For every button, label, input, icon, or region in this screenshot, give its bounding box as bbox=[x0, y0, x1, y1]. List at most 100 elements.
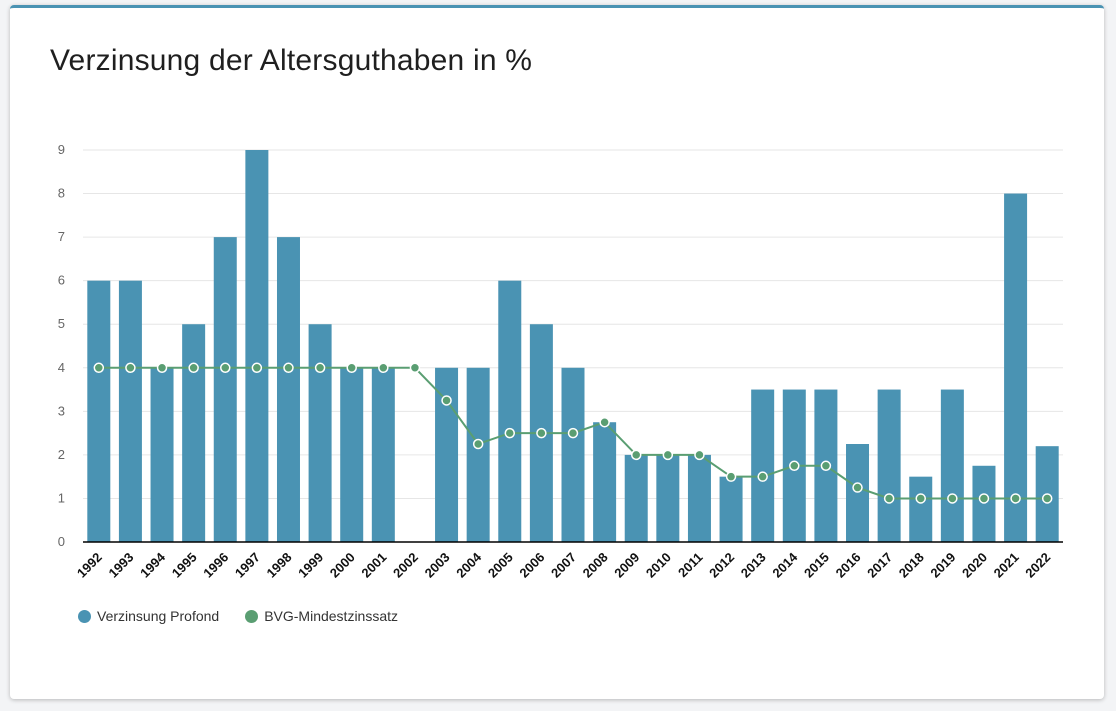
x-tick-label: 2019 bbox=[927, 550, 958, 581]
x-tick-label: 1997 bbox=[232, 550, 263, 581]
y-tick-label: 2 bbox=[58, 447, 65, 462]
line-point bbox=[378, 362, 389, 374]
bar bbox=[909, 476, 933, 542]
x-tick-label: 2003 bbox=[422, 550, 453, 581]
x-tick-label: 2016 bbox=[833, 550, 864, 581]
bar bbox=[624, 454, 648, 542]
bar bbox=[846, 444, 870, 542]
line-point bbox=[757, 471, 768, 482]
line-point bbox=[599, 416, 610, 428]
bar bbox=[561, 367, 585, 542]
bar bbox=[276, 237, 300, 542]
y-tick-label: 3 bbox=[58, 403, 65, 418]
line-point bbox=[472, 438, 484, 450]
line-point bbox=[409, 362, 421, 374]
x-tick-label: 2012 bbox=[706, 550, 737, 581]
bar bbox=[656, 454, 680, 542]
y-tick-label: 6 bbox=[58, 273, 65, 288]
line-point bbox=[820, 460, 832, 472]
line-point bbox=[915, 493, 926, 504]
bar bbox=[245, 150, 269, 542]
line-point bbox=[789, 460, 800, 472]
line-point bbox=[852, 482, 863, 493]
x-tick-label: 2010 bbox=[643, 550, 674, 581]
x-tick-label: 2002 bbox=[390, 550, 421, 581]
bar bbox=[118, 280, 142, 542]
x-tick-label: 2011 bbox=[675, 550, 706, 581]
line-point bbox=[504, 427, 516, 439]
bar bbox=[498, 280, 522, 542]
bar bbox=[435, 367, 459, 542]
chart-title: Verzinsung der Altersguthaben in % bbox=[50, 44, 533, 77]
y-tick-label: 1 bbox=[58, 490, 65, 505]
x-tick-label: 2017 bbox=[864, 550, 895, 581]
bar bbox=[466, 367, 490, 542]
legend-item-profond[interactable]: Verzinsung Profond bbox=[78, 608, 219, 624]
legend-marker-bvg bbox=[245, 609, 259, 623]
x-tick-label: 1998 bbox=[264, 550, 295, 581]
bar bbox=[687, 454, 711, 542]
bar bbox=[371, 367, 395, 542]
line-point bbox=[978, 493, 990, 504]
line-point bbox=[536, 427, 547, 439]
line-point bbox=[567, 427, 579, 439]
line-point bbox=[725, 471, 737, 482]
x-tick-label: 2008 bbox=[580, 550, 611, 581]
bar bbox=[877, 389, 901, 542]
line-point bbox=[662, 449, 674, 461]
x-tick-label: 2022 bbox=[1022, 550, 1053, 581]
bar bbox=[87, 280, 111, 542]
x-tick-label: 1996 bbox=[200, 550, 231, 581]
x-tick-label: 2021 bbox=[991, 550, 1022, 581]
x-tick-label: 1999 bbox=[295, 550, 326, 581]
line-point bbox=[220, 362, 231, 374]
x-tick-label: 1992 bbox=[74, 550, 105, 581]
line-point bbox=[93, 362, 105, 374]
x-tick-label: 2004 bbox=[453, 549, 485, 581]
chart-legend: Verzinsung Profond BVG-Mindestzinssatz bbox=[78, 608, 398, 624]
legend-marker-profond bbox=[78, 609, 91, 623]
line-point bbox=[694, 449, 705, 461]
line-point bbox=[1041, 493, 1053, 504]
bar bbox=[940, 389, 964, 542]
x-tick-label: 2020 bbox=[959, 550, 990, 581]
legend-item-bvg[interactable]: BVG-Mindestzinssatz bbox=[245, 608, 398, 624]
line-point bbox=[283, 362, 294, 374]
x-tick-label: 2015 bbox=[801, 550, 832, 581]
y-tick-label: 8 bbox=[58, 186, 65, 201]
x-tick-label: 2009 bbox=[611, 550, 642, 581]
bar bbox=[719, 476, 743, 542]
x-tick-label: 1994 bbox=[137, 549, 169, 581]
x-tick-label: 2000 bbox=[327, 550, 358, 581]
bar bbox=[1004, 193, 1028, 543]
line-point bbox=[947, 493, 958, 504]
x-tick-label: 2006 bbox=[516, 550, 547, 581]
line-point bbox=[346, 362, 357, 374]
line-point bbox=[883, 493, 895, 504]
legend-label-bvg: BVG-Mindestzinssatz bbox=[264, 608, 399, 624]
bar bbox=[308, 324, 332, 542]
line-point bbox=[251, 362, 263, 374]
chart-card: Verzinsung der Altersguthaben in % 0 1 2 3 4… bbox=[10, 5, 1104, 699]
y-tick-label: 9 bbox=[58, 142, 65, 157]
line-point bbox=[188, 362, 199, 374]
y-tick-label: 0 bbox=[58, 534, 65, 549]
x-tick-label: 2001 bbox=[358, 550, 389, 581]
bar bbox=[972, 465, 996, 542]
y-tick-label: 5 bbox=[58, 316, 65, 331]
line-point bbox=[156, 362, 168, 374]
line-point bbox=[314, 362, 326, 374]
bar bbox=[150, 367, 174, 542]
line-point bbox=[125, 362, 136, 374]
bar bbox=[213, 237, 237, 542]
x-tick-label: 2005 bbox=[485, 550, 516, 581]
x-tick-label: 1995 bbox=[169, 550, 200, 581]
bar bbox=[340, 367, 364, 542]
x-tick-label: 2007 bbox=[548, 550, 579, 581]
line-point bbox=[441, 395, 452, 406]
bar bbox=[593, 422, 617, 542]
bar bbox=[751, 389, 775, 542]
y-tick-label: 4 bbox=[58, 360, 65, 375]
line-point bbox=[630, 449, 642, 461]
x-tick-label: 2014 bbox=[769, 549, 801, 581]
